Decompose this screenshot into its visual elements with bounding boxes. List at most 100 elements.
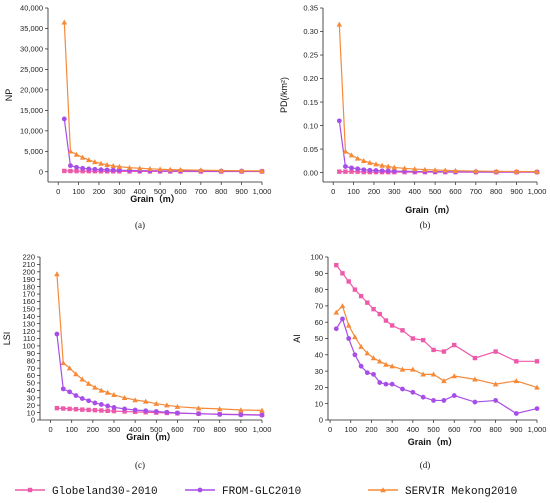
data-point: [371, 371, 376, 377]
y-tick-label: 110: [23, 334, 35, 343]
data-point: [373, 161, 379, 167]
data-point: [73, 151, 80, 157]
data-point: [379, 168, 385, 174]
y-tick-label: 80: [315, 285, 323, 294]
legend: Globeland30-2010 FROM-GLC2010 SERVIR Mekon…: [15, 486, 517, 498]
x-tick-label: 1,000: [528, 425, 547, 434]
y-tick-label: 0.10: [303, 121, 318, 130]
series-from-glc2010: [333, 316, 540, 416]
data-point: [348, 152, 355, 158]
x-tick-label: 900: [510, 425, 523, 434]
legend-item: FROM-GLC2010: [185, 486, 301, 498]
x-tick-label: 400: [408, 187, 421, 196]
data-point: [410, 389, 416, 395]
data-point: [216, 406, 223, 412]
x-tick-label: 500: [154, 187, 167, 196]
data-point: [534, 168, 540, 174]
data-point: [342, 148, 349, 154]
data-point: [177, 167, 184, 173]
series-from-glc2010: [61, 116, 265, 174]
x-axis-label: Grain（m）: [405, 205, 455, 215]
data-point: [430, 371, 437, 377]
data-point: [441, 378, 447, 384]
data-point: [492, 381, 499, 387]
data-point: [431, 347, 436, 353]
x-tick-label: 700: [469, 425, 482, 434]
data-point: [116, 163, 123, 169]
data-point: [73, 393, 79, 398]
series-line: [335, 264, 537, 362]
series-from-glc2010: [336, 118, 540, 175]
data-point: [420, 394, 426, 400]
data-point: [389, 381, 395, 387]
data-point: [79, 396, 85, 401]
x-tick-label: 800: [490, 187, 503, 196]
data-point: [432, 167, 438, 173]
x-tick-label: 100: [65, 425, 78, 434]
y-tick-label: 90: [315, 269, 323, 278]
data-point: [358, 363, 364, 369]
x-tick-label: 600: [449, 187, 462, 196]
legend-marker: [380, 487, 386, 493]
y-tick-label: 20,000: [20, 86, 43, 95]
y-tick-label: 100: [22, 342, 35, 351]
y-tick-label: 0.20: [303, 74, 318, 83]
y-tick-label: 40,000: [20, 4, 43, 13]
series-servir-mekong2010: [333, 303, 540, 390]
data-point: [441, 349, 447, 354]
data-point: [400, 328, 405, 333]
data-point: [355, 166, 361, 172]
data-point: [73, 407, 79, 412]
x-tick-label: 800: [213, 425, 226, 434]
data-point: [68, 163, 73, 169]
data-point: [442, 167, 449, 173]
data-point: [345, 322, 352, 328]
legend-marker: [27, 487, 33, 493]
data-point: [79, 154, 86, 160]
y-tick-label: 30,000: [20, 45, 43, 54]
data-point: [67, 406, 72, 412]
x-tick-label: 800: [489, 425, 502, 434]
data-point: [104, 162, 110, 168]
data-point: [346, 336, 352, 341]
data-point: [67, 389, 72, 395]
x-tick-label: 100: [347, 187, 360, 196]
y-tick-label: 200: [22, 268, 35, 277]
data-point: [60, 360, 67, 366]
data-point: [385, 163, 392, 169]
data-point: [147, 166, 153, 172]
data-point: [74, 164, 79, 170]
data-point: [365, 300, 370, 305]
data-point: [411, 166, 418, 172]
data-point: [334, 262, 339, 268]
x-tick-label: 500: [427, 425, 440, 434]
x-tick-label: 500: [429, 187, 442, 196]
data-point: [104, 167, 110, 173]
data-point: [367, 159, 373, 165]
data-point: [337, 169, 342, 174]
data-point: [377, 311, 382, 317]
y-tick-label: 220: [22, 253, 35, 262]
data-point: [422, 166, 428, 172]
x-tick-label: 400: [133, 187, 146, 196]
data-point: [379, 162, 385, 168]
y-tick-label: 35,000: [20, 24, 43, 33]
data-point: [98, 387, 105, 393]
x-tick-label: 200: [93, 187, 106, 196]
data-point: [452, 342, 457, 348]
data-point: [74, 168, 79, 174]
x-tick-label: 100: [345, 425, 358, 434]
data-point: [164, 409, 170, 415]
data-point: [399, 366, 406, 372]
data-point: [420, 337, 426, 343]
data-point: [534, 359, 540, 364]
chart-panel-a: 0 100 200 300 400 500 600 700 800 900 1,000 0 5,000 1…: [4, 4, 271, 230]
chart-panel-b: 0 100 200 300 400 500 600 700 800 900 1,000 0.00 0.0…: [279, 4, 546, 230]
data-point: [339, 303, 346, 309]
data-point: [343, 169, 348, 174]
series-line: [335, 317, 538, 415]
y-tick-label: 60: [27, 371, 35, 380]
data-point: [122, 409, 127, 414]
data-point: [86, 407, 91, 413]
y-tick-label: 20: [315, 383, 323, 392]
